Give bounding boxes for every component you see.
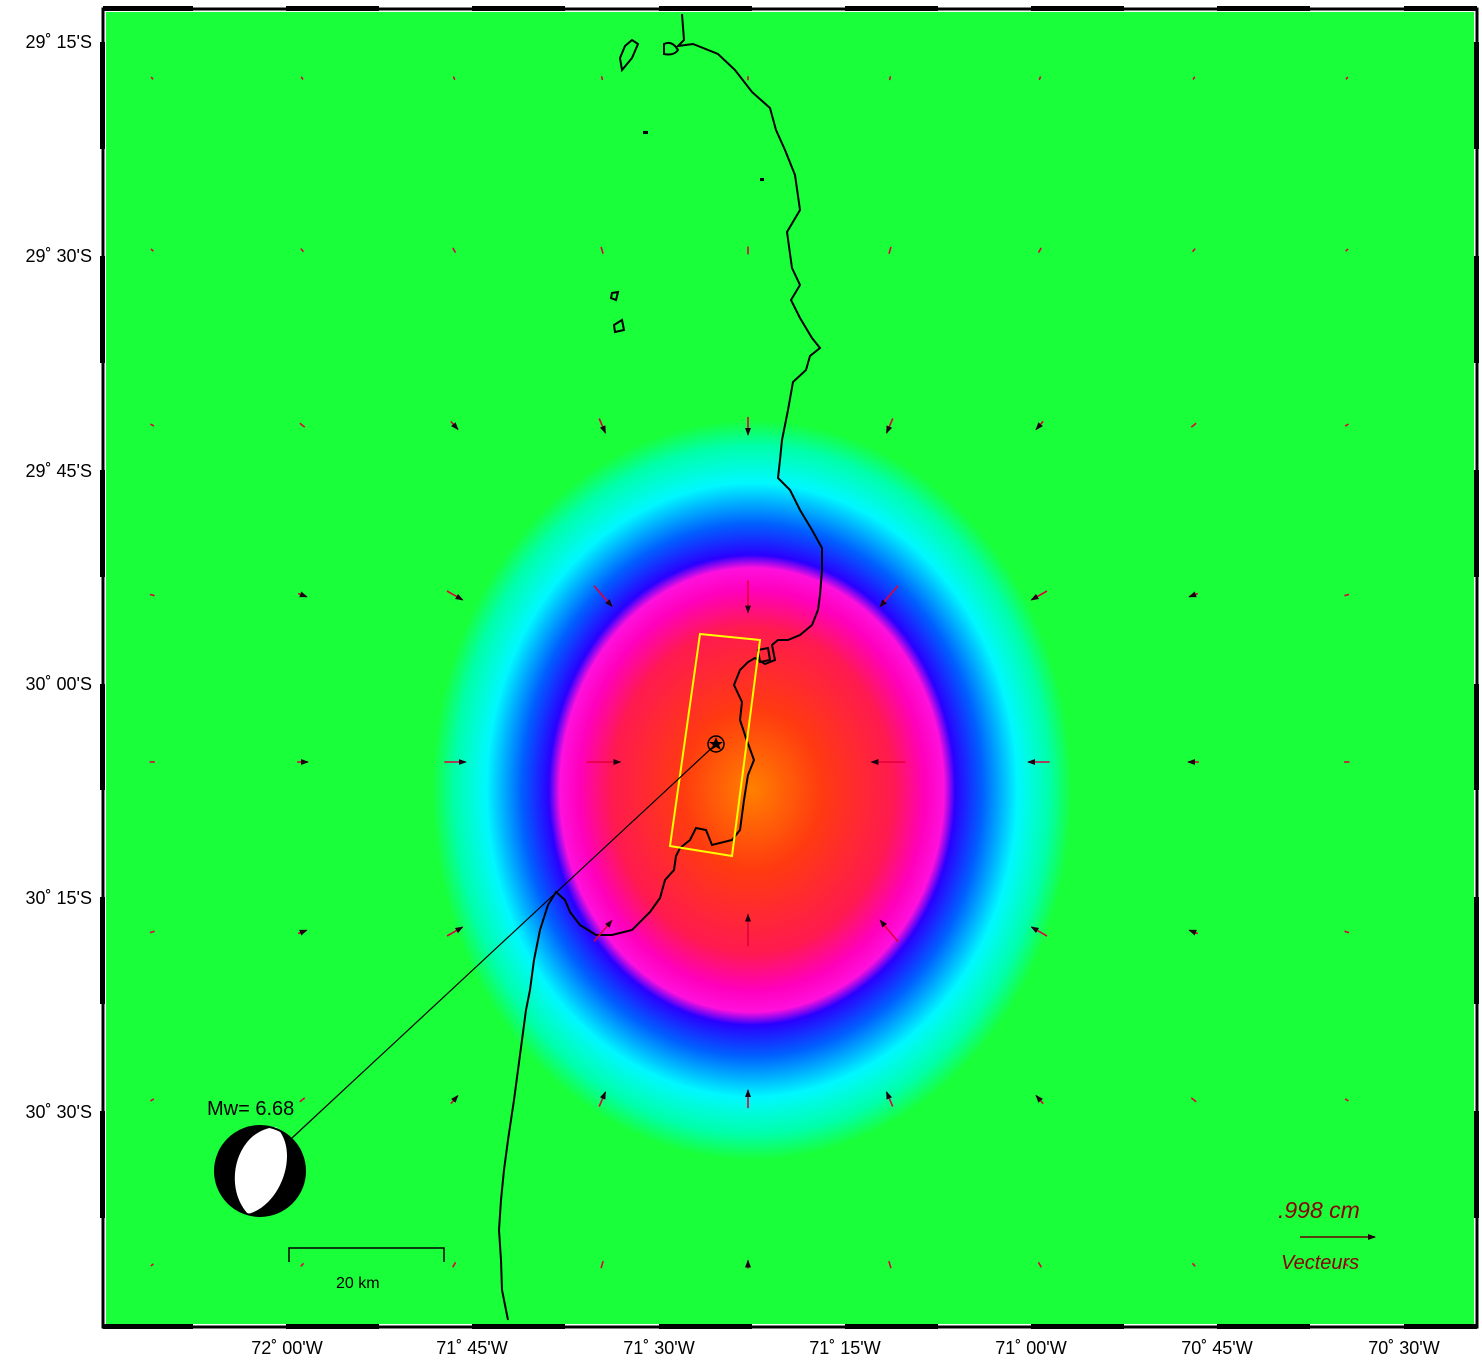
displacement-vector [446, 926, 464, 937]
displacement-vector [885, 1091, 894, 1107]
displacement-vector [1344, 930, 1350, 934]
displacement-vector [150, 248, 154, 252]
displacement-vector [450, 1094, 459, 1105]
displacement-vector [150, 1263, 154, 1267]
islet [643, 131, 648, 134]
lon-label: 71˚ 30'W [623, 1338, 695, 1358]
displacement-vector [446, 590, 464, 601]
magnitude-label: Mw= 6.68 [207, 1098, 295, 1120]
lat-label: 30˚ 30'S [25, 1102, 92, 1122]
displacement-vector [1030, 590, 1048, 601]
lon-label: 70˚ 30'W [1368, 1338, 1440, 1358]
displacement-vector [1345, 248, 1349, 252]
displacement-vector [1344, 593, 1350, 597]
displacement-vector [600, 76, 604, 81]
displacement-vector [879, 584, 899, 608]
lat-label: 29˚ 30'S [25, 246, 92, 266]
lon-label: 70˚ 45'W [1181, 1338, 1253, 1358]
displacement-vector [888, 76, 892, 81]
displacement-vector [888, 246, 892, 255]
displacement-vector [593, 919, 613, 942]
displacement-vector [149, 593, 155, 597]
displacement-vector [1037, 1261, 1042, 1268]
displacement-vector [885, 418, 894, 434]
displacement-vector [149, 930, 155, 934]
displacement-vector [452, 247, 457, 253]
displacement-vector [600, 246, 604, 254]
displacement-vector [297, 591, 308, 598]
displacement-vector [297, 929, 308, 936]
displacement-vector [1192, 76, 1196, 80]
displacement-vector [1345, 76, 1349, 80]
displacement-vector [1030, 926, 1048, 937]
displacement-vector [452, 76, 456, 81]
lat-label: 29˚ 15'S [25, 32, 92, 52]
scale-bar-label: 20 km [336, 1275, 380, 1292]
displacement-vector [598, 1091, 607, 1107]
displacement-vector [1035, 420, 1044, 431]
displacement-vector [1344, 1098, 1349, 1102]
islet [760, 178, 764, 181]
displacement-vector [150, 1098, 155, 1102]
displacement-vector [150, 76, 154, 80]
lon-label: 71˚ 15'W [809, 1338, 881, 1358]
displacement-vector [598, 418, 607, 434]
epicenter-link-line [291, 743, 717, 1139]
star-icon [707, 735, 725, 753]
lat-label: 30˚ 15'S [25, 888, 92, 908]
displacement-vector [150, 423, 155, 427]
displacement-vector [1344, 423, 1349, 427]
coastline [497, 13, 823, 1321]
displacement-vector [1190, 422, 1197, 428]
beachball-icon [214, 1125, 306, 1217]
displacement-vector [299, 422, 306, 428]
displacement-vector [452, 1261, 457, 1268]
displacement-vector [1191, 1262, 1196, 1267]
lat-label: 29˚ 45'S [25, 461, 92, 481]
displacement-vector [600, 1260, 604, 1269]
lon-label: 71˚ 45'W [436, 1338, 508, 1358]
displacement-vector [300, 248, 305, 253]
displacement-vector [593, 585, 613, 608]
displacement-vectors [149, 76, 1350, 1269]
displacement-vector [888, 1260, 892, 1269]
displacement-vector [1188, 929, 1199, 936]
lon-label: 72˚ 00'W [251, 1338, 323, 1358]
lat-label: 30˚ 00'S [25, 674, 92, 694]
displacement-vector [879, 919, 899, 943]
displacement-vector [299, 1097, 306, 1103]
displacement-vector [1191, 248, 1196, 253]
map-frame [100, 6, 1479, 1329]
displacement-vector [1188, 591, 1199, 598]
displacement-vector [1345, 1263, 1349, 1267]
field-uplift [106, 12, 1474, 1324]
displacement-vector [1037, 247, 1042, 253]
displacement-vector [300, 1262, 305, 1267]
displacement-vector [1190, 1097, 1197, 1103]
vector-legend-value: .998 cm [1278, 1197, 1360, 1223]
vector-legend-name: Vecteurs [1281, 1252, 1360, 1274]
displacement-vector [1038, 76, 1042, 81]
fault-plane-outline [668, 632, 762, 858]
lon-label: 71˚ 00'W [995, 1338, 1067, 1358]
displacement-vector [300, 76, 304, 80]
displacement-vector [450, 420, 459, 431]
displacement-vector [1035, 1094, 1044, 1105]
scale-bar [288, 1247, 445, 1262]
